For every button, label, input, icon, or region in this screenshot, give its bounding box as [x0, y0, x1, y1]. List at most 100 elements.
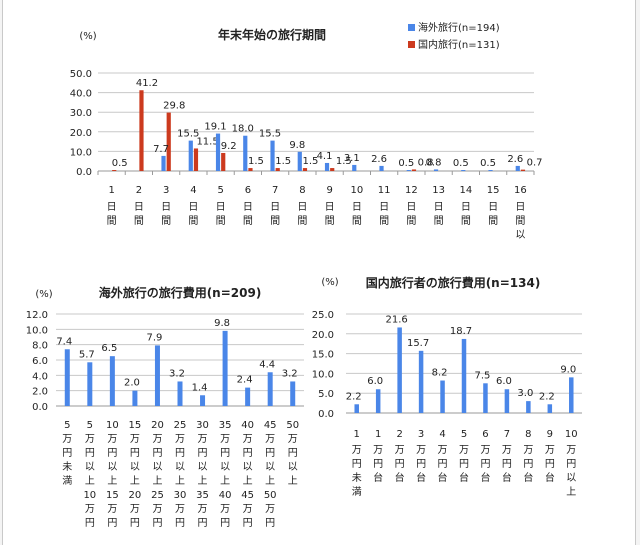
x-tick-label: 万円台 — [545, 445, 555, 484]
x-tick-label-number: 12 — [405, 185, 418, 196]
bar-overseas-cost-10 — [267, 372, 273, 406]
bar-domestic-7 — [275, 168, 280, 171]
bar-overseas-16 — [515, 165, 520, 171]
data-label: 7.9 — [147, 332, 163, 343]
x-tick-label: 万円 — [152, 504, 162, 529]
bar-overseas-cost-7 — [200, 395, 206, 406]
x-tick-label-number: 30 — [174, 490, 187, 501]
x-tick-label: 万円以上 — [107, 434, 117, 487]
x-tick-label-number: 1 — [354, 429, 360, 440]
data-label-overseas: 9.8 — [289, 140, 305, 151]
bar-domestic-1 — [112, 170, 117, 171]
x-tick-label: 万円 — [220, 504, 230, 529]
x-tick-label-number: 5 — [87, 420, 93, 431]
x-tick-label-number: 8 — [299, 185, 305, 196]
x-tick-label: 日間 — [434, 202, 444, 227]
x-tick-label: 万円以上 — [130, 434, 140, 487]
data-label: 3.2 — [169, 368, 185, 379]
data-label-domestic: 0.8 — [418, 157, 434, 168]
x-tick-label-number: 3 — [418, 429, 424, 440]
bar-overseas-14 — [461, 170, 466, 171]
legend-overseas: 海外旅行(n=194) — [418, 21, 500, 34]
y-tick-label: 20.0 — [70, 128, 92, 139]
bar-overseas-cost-2 — [87, 362, 93, 406]
x-tick-label: 万円以上 — [288, 434, 298, 487]
x-tick-label-number: 5 — [64, 420, 70, 431]
data-label-overseas: 2.6 — [371, 154, 387, 165]
bar-domestic-cost-1 — [354, 404, 359, 413]
data-label: 6.0 — [367, 376, 383, 387]
data-label: 2.2 — [346, 391, 362, 402]
x-tick-label: 万円以上 — [85, 434, 95, 487]
x-tick-label: 万円台 — [416, 445, 426, 484]
data-label: 5.7 — [79, 349, 95, 360]
x-tick-label: 日間 — [134, 202, 144, 227]
bar-overseas-cost-1 — [64, 349, 70, 406]
x-tick-label: 万円未満 — [352, 445, 362, 498]
chart-title: 年末年始の旅行期間 — [218, 27, 326, 42]
bar-overseas-5 — [215, 133, 221, 171]
x-tick-label-number: 13 — [432, 185, 445, 196]
x-tick-label-number: 6 — [245, 185, 251, 196]
data-label-overseas: 0.5 — [480, 158, 496, 169]
x-tick-label-number: 10 — [83, 490, 96, 501]
y-tick-label: 10.0 — [26, 325, 48, 336]
bar-domestic-4 — [193, 148, 199, 171]
bar-overseas-cost-4 — [132, 390, 138, 406]
data-label: 1.4 — [192, 382, 208, 393]
x-tick-label: 日間 — [352, 202, 362, 227]
chart-title: 海外旅行の旅行費用(n=209) — [99, 285, 262, 300]
bar-overseas-15 — [488, 170, 493, 171]
x-tick-label: 万円以上 — [152, 434, 162, 487]
x-tick-label-number: 15 — [129, 420, 142, 431]
bar-domestic-cost-3 — [397, 327, 402, 413]
data-label-overseas: 4.1 — [317, 151, 333, 162]
x-tick-label: 万円台 — [459, 445, 469, 484]
x-tick-label: 日間 — [243, 202, 253, 227]
y-tick-label: 50.0 — [70, 69, 92, 80]
x-tick-label: 万円台 — [502, 445, 512, 484]
x-tick-label-number: 7 — [504, 429, 510, 440]
data-label: 7.4 — [56, 336, 72, 347]
y-tick-label: 15.0 — [312, 350, 334, 361]
bar-overseas-cost-3 — [109, 356, 115, 406]
x-tick-label-number: 45 — [264, 420, 277, 431]
data-label-overseas: 19.1 — [204, 122, 226, 133]
x-tick-label-number: 20 — [129, 490, 142, 501]
x-tick-label-number: 9 — [547, 429, 553, 440]
data-label-domestic: 9.2 — [221, 141, 237, 152]
x-tick-label-number: 7 — [272, 185, 278, 196]
bar-overseas-12 — [406, 170, 411, 171]
x-tick-label-number: 3 — [163, 185, 169, 196]
data-label: 4.4 — [259, 359, 275, 370]
x-tick-label-number: 20 — [151, 420, 164, 431]
unit-label: (%) — [79, 31, 96, 42]
x-tick-label-number: 5 — [461, 429, 467, 440]
data-label-domestic: 1.5 — [275, 156, 291, 167]
x-tick-label: 万円 — [130, 504, 140, 529]
x-tick-label-number: 50 — [286, 420, 299, 431]
y-tick-label: 5.0 — [318, 389, 334, 400]
x-tick-label-number: 2 — [136, 185, 142, 196]
bar-overseas-cost-11 — [290, 381, 296, 406]
data-label-domestic: 1.5 — [303, 156, 319, 167]
data-label-overseas: 15.5 — [259, 129, 281, 140]
x-tick-label: 万円以上 — [243, 434, 253, 487]
x-tick-label: 万円台 — [373, 445, 383, 484]
x-tick-label-number: 1 — [108, 185, 114, 196]
x-tick-label-number: 40 — [241, 420, 254, 431]
y-tick-label: 30.0 — [70, 108, 92, 119]
x-tick-label-number: 15 — [487, 185, 500, 196]
bar-domestic-3 — [166, 112, 171, 171]
bar-domestic-6 — [248, 168, 253, 171]
data-label: 15.7 — [407, 338, 429, 349]
x-tick-label: 日間 — [488, 202, 498, 227]
bar-domestic-cost-4 — [418, 350, 424, 413]
bar-domestic-16 — [520, 169, 526, 171]
data-label-domestic: 1.5 — [336, 156, 352, 167]
data-label: 3.2 — [282, 368, 298, 379]
x-tick-label-number: 10 — [351, 185, 364, 196]
x-tick-label: 万円 — [175, 504, 185, 529]
